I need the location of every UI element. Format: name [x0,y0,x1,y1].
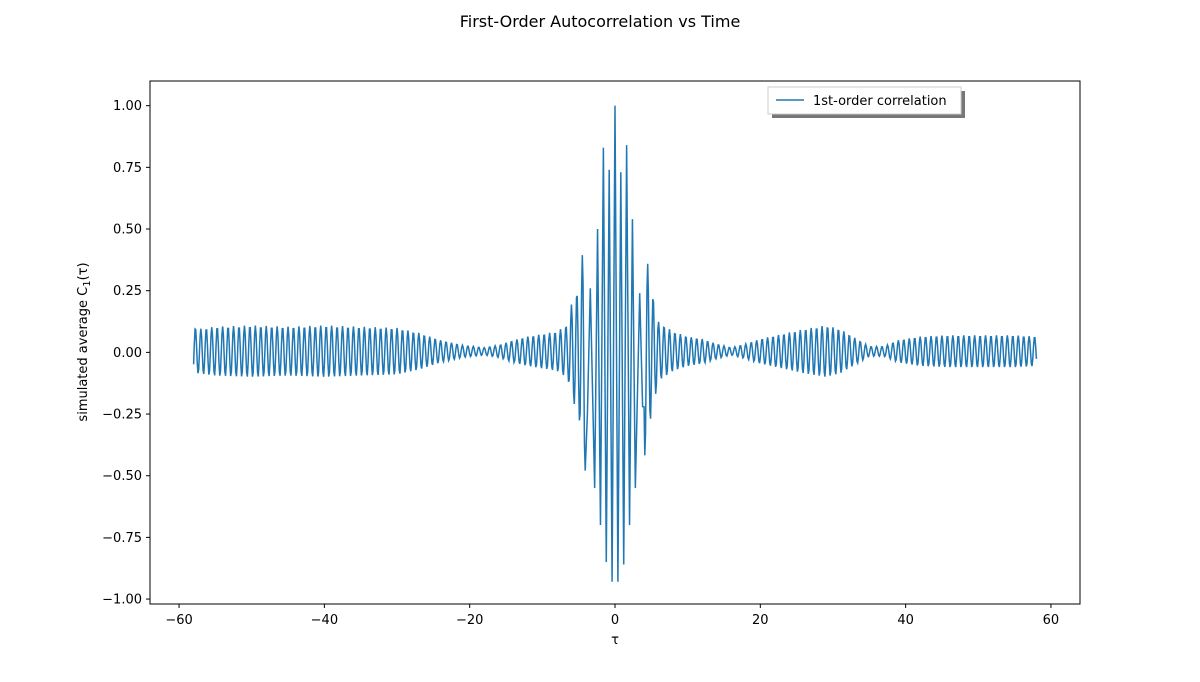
y-tick-label: 0.00 [113,346,142,361]
y-axis-label: simulated average C1(τ) [76,262,93,421]
x-tick-label: 0 [611,613,619,628]
y-axis-label-tail: (τ) [76,262,91,280]
y-tick-label: 0.50 [113,223,142,238]
chart-title: First-Order Autocorrelation vs Time [460,12,741,31]
x-tick-label: −20 [456,613,483,628]
y-axis-label-text: simulated average C1(τ) [76,262,93,421]
y-axis-ticks: −1.00 −0.75 −0.50 −0.25 0.00 0.25 0.50 0.75 1.00 [102,99,150,608]
y-tick-label: 0.75 [113,161,142,176]
x-tick-label: −60 [165,613,192,628]
x-axis-label: τ [611,633,619,648]
y-tick-label: −1.00 [102,593,142,608]
y-tick-label: −0.75 [102,531,142,546]
x-tick-label: 20 [752,613,769,628]
x-axis-ticks: −60 −40 −20 0 20 40 60 [165,604,1059,628]
y-tick-label: −0.50 [102,469,142,484]
y-tick-label: 1.00 [113,99,142,114]
legend: 1st-order correlation [767,86,965,118]
x-tick-label: −40 [311,613,338,628]
y-tick-label: 0.25 [113,284,142,299]
y-tick-label: −0.25 [102,408,142,423]
legend-label: 1st-order correlation [813,94,947,109]
x-tick-label: 40 [897,613,914,628]
x-tick-label: 60 [1043,613,1060,628]
y-axis-label-subscript: 1 [82,280,93,286]
series-line-1st-order-correlation [192,105,1038,582]
y-axis-label-main: simulated average C [76,287,91,422]
